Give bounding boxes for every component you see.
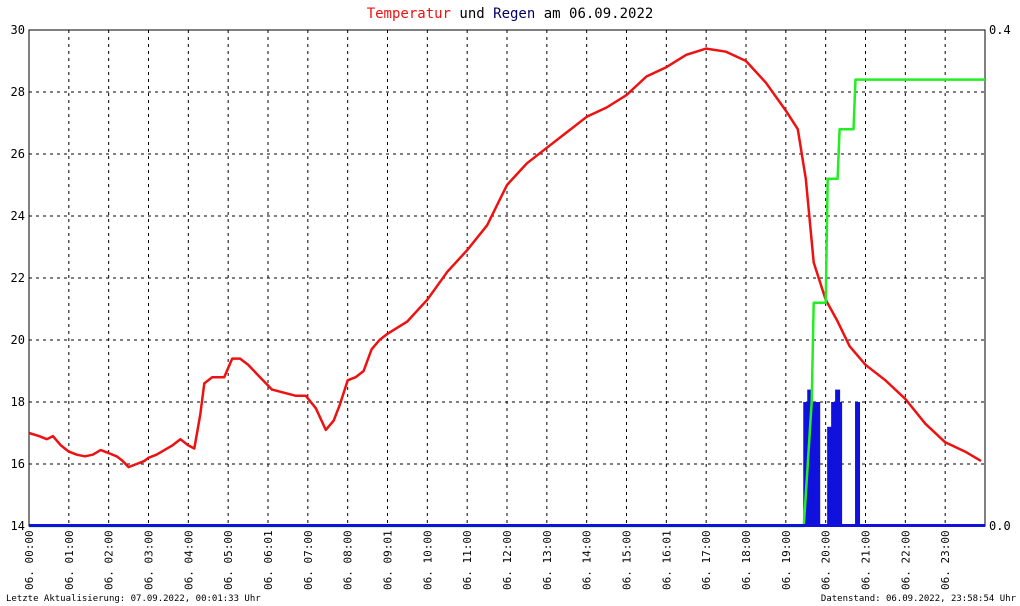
y-tick-label: 24 <box>11 209 25 223</box>
footer-last-update: Letzte Aktualisierung: 07.09.2022, 00:01… <box>6 594 261 604</box>
y-tick-label: 22 <box>11 271 25 285</box>
x-tick-label: 06. 19:00 <box>780 530 793 590</box>
x-tick-label: 06. 05:00 <box>222 530 235 590</box>
x-tick-label: 06. 20:00 <box>820 530 833 590</box>
y-tick-label: 30 <box>11 23 25 37</box>
x-tick-label: 06. 09:01 <box>382 530 395 590</box>
rain-bar <box>827 426 833 526</box>
y-right-tick-label: 0.0 <box>989 519 1011 533</box>
x-tick-label: 06. 21:00 <box>860 530 873 590</box>
x-tick-label: 06. 04:00 <box>182 530 195 590</box>
y-tick-label: 14 <box>11 519 25 533</box>
x-tick-label: 06. 06:01 <box>262 530 275 590</box>
x-tick-label: 06. 02:00 <box>103 530 116 590</box>
x-tick-label: 06. 01:00 <box>63 530 76 590</box>
rain-bar <box>811 402 817 526</box>
series-lines <box>28 47 985 528</box>
y-tick-label: 18 <box>11 395 25 409</box>
x-tick-label: 06. 11:00 <box>461 530 474 590</box>
y-axis-left: 14 16 18 20 22 24 26 28 30 <box>11 23 25 533</box>
y-axis-right: 0.0 0.4 <box>989 23 1011 533</box>
chart-title: Temperatur und Regen am 06.09.2022 <box>367 6 654 22</box>
x-tick-label: 06. 13:00 <box>541 530 554 590</box>
y-tick-label: 20 <box>11 333 25 347</box>
y-right-tick-label: 0.4 <box>989 23 1011 37</box>
rain-bar <box>815 402 821 526</box>
x-tick-label: 06. 18:00 <box>740 530 753 590</box>
x-tick-label: 06. 08:00 <box>342 530 355 590</box>
rain-bar <box>837 402 843 526</box>
title-regen: Regen <box>493 6 535 22</box>
x-tick-label: 06. 07:00 <box>302 530 315 590</box>
rain-bar <box>803 402 809 526</box>
title-temperatur: Temperatur <box>367 6 451 22</box>
y-tick-label: 28 <box>11 85 25 99</box>
y-tick-label: 26 <box>11 147 25 161</box>
rain-bar <box>807 389 813 526</box>
rain-bar <box>831 402 837 526</box>
grid-layer <box>29 30 985 526</box>
x-tick-label: 06. 17:00 <box>700 530 713 590</box>
temperature-line <box>28 47 982 469</box>
footer-data-state: Datenstand: 06.09.2022, 23:58:54 Uhr <box>821 594 1017 604</box>
x-tick-label: 06. 00:00 <box>23 530 36 590</box>
x-tick-label: 06. 22:00 <box>899 530 912 590</box>
x-tick-label: 06. 03:00 <box>143 530 156 590</box>
y-tick-label: 16 <box>11 457 25 471</box>
x-tick-label: 06. 10:00 <box>421 530 434 590</box>
x-tick-label: 06. 16:01 <box>660 530 673 590</box>
rain-sum-line <box>29 78 985 528</box>
rain-bars <box>803 389 861 526</box>
x-tick-label: 06. 23:00 <box>939 530 952 590</box>
x-tick-label: 06. 12:00 <box>501 530 514 590</box>
x-tick-label: 06. 15:00 <box>621 530 634 590</box>
x-tick-label: 06. 14:00 <box>581 530 594 590</box>
title-und: und <box>451 6 493 22</box>
title-date: am 06.09.2022 <box>535 6 653 22</box>
rain-bar <box>855 402 861 526</box>
x-axis: 06. 00:00 06. 01:00 06. 02:00 06. 03:00 06. … <box>23 530 952 590</box>
